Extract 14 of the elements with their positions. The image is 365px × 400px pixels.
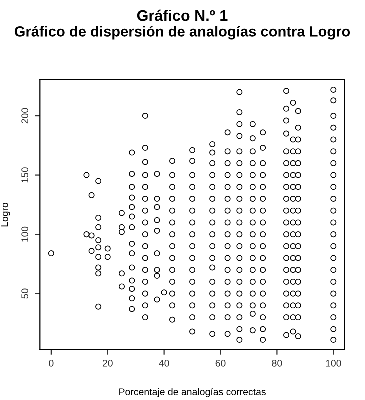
y-tick-label: 50 — [22, 288, 29, 299]
y-axis-title: Logro — [2, 202, 10, 227]
x-axis-title: Porcentaje de analogías correctas — [120, 388, 266, 398]
chart-title: Gráfico N.º 1 — [137, 10, 228, 22]
x-tick-label: 100 — [326, 360, 342, 367]
x-tick-label: 60 — [216, 360, 226, 367]
x-tick-label: 80 — [272, 360, 282, 367]
x-tick-label: 20 — [102, 360, 113, 367]
y-tick-label: 200 — [22, 108, 29, 124]
chart-subtitle: Gráfico de dispersión de analogías contra Logro — [14, 26, 350, 40]
x-tick-label: 40 — [159, 360, 170, 367]
x-tick-label: 0 — [49, 360, 54, 367]
y-tick-label: 150 — [22, 168, 29, 183]
y-tick-label: 100 — [22, 226, 29, 242]
